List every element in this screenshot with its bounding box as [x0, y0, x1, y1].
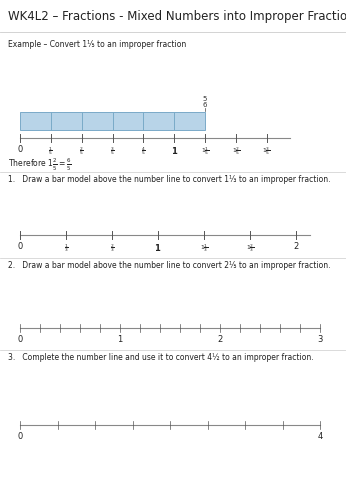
Text: 0: 0: [17, 145, 22, 154]
Text: 4: 4: [317, 432, 322, 441]
Text: $\frac{1}{5}$: $\frac{1}{5}$: [48, 145, 53, 157]
Text: $\mathbf{1}$: $\mathbf{1}$: [171, 145, 178, 156]
Text: 5: 5: [203, 96, 207, 102]
Text: 0: 0: [17, 432, 22, 441]
Bar: [20, 112, 205, 130]
Text: 2: 2: [293, 242, 299, 251]
Text: 0: 0: [17, 335, 22, 344]
Text: 0: 0: [17, 242, 22, 251]
Text: $\mathbf{1}$: $\mathbf{1}$: [154, 242, 162, 253]
Text: $\frac{1}{3}$: $\frac{1}{3}$: [64, 242, 69, 254]
Text: 2: 2: [217, 335, 222, 344]
Text: Example – Convert 1⅕ to an improper fraction: Example – Convert 1⅕ to an improper frac…: [8, 40, 186, 49]
Text: $1\frac{2}{3}$: $1\frac{2}{3}$: [246, 242, 255, 254]
Text: 3.   Complete the number line and use it to convert 4½ to an improper fraction.: 3. Complete the number line and use it t…: [8, 353, 313, 362]
Text: WK4L2 – Fractions - Mixed Numbers into Improper Fractions – SEN: WK4L2 – Fractions - Mixed Numbers into I…: [8, 10, 346, 23]
Text: $\frac{2}{5}$: $\frac{2}{5}$: [79, 145, 84, 157]
Text: 2.   Draw a bar model above the number line to convert 2⅕ to an improper fractio: 2. Draw a bar model above the number lin…: [8, 261, 330, 270]
Text: $\frac{4}{5}$: $\frac{4}{5}$: [141, 145, 146, 157]
Text: 1: 1: [117, 335, 122, 344]
Text: $1\frac{1}{3}$: $1\frac{1}{3}$: [200, 242, 209, 254]
Text: Therefore $1\frac{2}{5} = \frac{6}{5}$: Therefore $1\frac{2}{5} = \frac{6}{5}$: [8, 157, 72, 173]
Text: 1.   Draw a bar model above the number line to convert 1⅓ to an improper fractio: 1. Draw a bar model above the number lin…: [8, 175, 330, 184]
Text: $\frac{3}{5}$: $\frac{3}{5}$: [110, 145, 115, 157]
Text: $1\frac{2}{5}$: $1\frac{2}{5}$: [231, 145, 240, 157]
Text: $\frac{2}{3}$: $\frac{2}{3}$: [110, 242, 115, 254]
Text: $1\frac{1}{5}$: $1\frac{1}{5}$: [201, 145, 210, 157]
Text: 6: 6: [203, 102, 207, 108]
Text: 3: 3: [317, 335, 323, 344]
Text: $1\frac{3}{5}$: $1\frac{3}{5}$: [263, 145, 271, 157]
